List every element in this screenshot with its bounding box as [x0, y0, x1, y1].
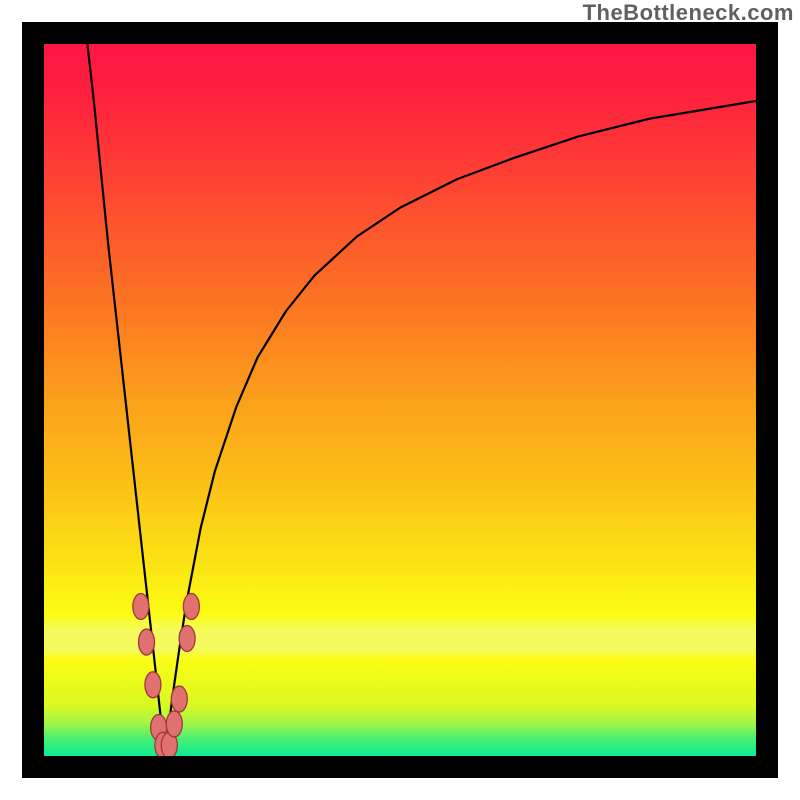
watermark-text: TheBottleneck.com	[583, 0, 794, 26]
data-marker	[139, 629, 155, 655]
data-marker	[179, 626, 195, 652]
data-marker	[145, 672, 161, 698]
bottleneck-chart	[0, 0, 800, 800]
data-marker	[166, 711, 182, 737]
chart-container: TheBottleneck.com	[0, 0, 800, 800]
data-marker	[171, 686, 187, 712]
data-marker	[133, 593, 149, 619]
data-marker	[183, 593, 199, 619]
